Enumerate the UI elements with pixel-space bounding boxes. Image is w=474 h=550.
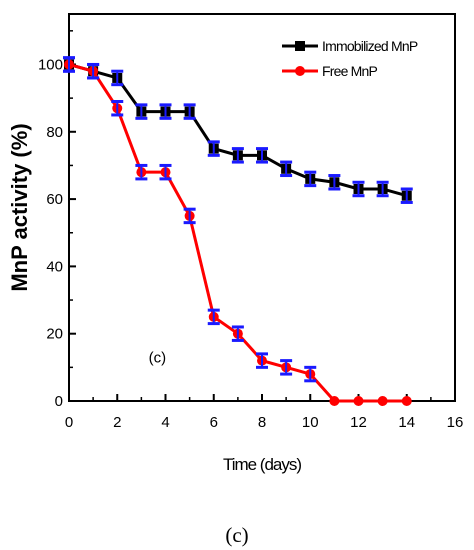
x-axis-label: Time (days) <box>223 455 301 474</box>
x-tick-label: 10 <box>302 414 319 431</box>
plot-frame <box>68 13 456 402</box>
y-tick-label: 60 <box>46 191 63 208</box>
data-point <box>377 396 388 406</box>
x-tick-label: 6 <box>210 414 218 431</box>
legend-label: Free MnP <box>322 63 378 79</box>
figure-caption: (c) <box>225 523 248 547</box>
x-tick-label: 12 <box>350 414 367 431</box>
series-free <box>63 56 412 406</box>
data-point <box>353 396 364 406</box>
axes: 0 2 4 6 8 10 12 14 16 0 20 40 60 80 100 <box>38 30 464 431</box>
plot-area <box>68 13 456 402</box>
series-layer <box>63 56 413 406</box>
x-tick-label: 0 <box>65 414 73 431</box>
x-tick-label: 8 <box>258 414 266 431</box>
y-tick-label: 0 <box>55 393 63 410</box>
y-tick-label: 100 <box>38 56 63 73</box>
y-tick-label: 40 <box>46 258 63 275</box>
x-tick-label: 14 <box>398 414 415 431</box>
panel-annotation: (c) <box>149 349 167 366</box>
series-immobilized <box>63 56 413 204</box>
data-point <box>401 396 412 406</box>
y-axis-label: MnP activity (%) <box>7 123 32 291</box>
x-tick-label: 16 <box>447 414 464 431</box>
y-tick-label: 20 <box>46 326 63 343</box>
legend-marker <box>295 66 305 76</box>
x-tick-label: 2 <box>113 414 121 431</box>
y-tick-label: 80 <box>46 124 63 141</box>
legend-marker <box>295 41 305 51</box>
x-tick-label: 4 <box>161 414 169 431</box>
legend: Immobilized MnP Free MnP <box>282 38 419 79</box>
legend-label: Immobilized MnP <box>322 38 418 54</box>
data-point <box>329 396 340 406</box>
